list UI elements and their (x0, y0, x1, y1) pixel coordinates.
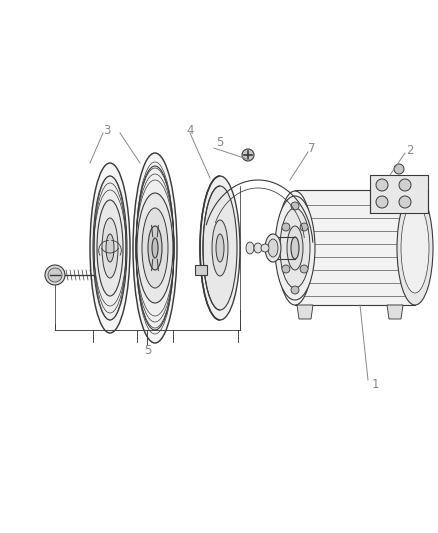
Ellipse shape (136, 166, 174, 330)
Polygon shape (387, 305, 403, 319)
Ellipse shape (291, 237, 299, 259)
Ellipse shape (280, 208, 310, 288)
Ellipse shape (106, 234, 114, 262)
Text: 7: 7 (308, 141, 316, 155)
Ellipse shape (401, 203, 429, 293)
Ellipse shape (200, 176, 240, 320)
Ellipse shape (142, 208, 168, 288)
Ellipse shape (399, 196, 411, 208)
Ellipse shape (268, 239, 278, 257)
Ellipse shape (137, 193, 173, 303)
Ellipse shape (287, 226, 303, 270)
Ellipse shape (212, 220, 228, 276)
Ellipse shape (97, 200, 123, 296)
Text: 5: 5 (144, 343, 152, 357)
Ellipse shape (133, 153, 177, 343)
Polygon shape (297, 305, 313, 319)
Text: 3: 3 (103, 124, 111, 136)
Ellipse shape (376, 179, 388, 191)
Ellipse shape (254, 243, 262, 253)
Ellipse shape (399, 179, 411, 191)
Ellipse shape (242, 149, 254, 161)
Ellipse shape (394, 164, 404, 174)
Ellipse shape (246, 242, 254, 254)
Ellipse shape (376, 196, 388, 208)
Ellipse shape (300, 265, 308, 273)
Polygon shape (195, 265, 207, 275)
Ellipse shape (397, 191, 433, 305)
Ellipse shape (203, 186, 237, 310)
Ellipse shape (90, 163, 130, 333)
Ellipse shape (45, 265, 65, 285)
Text: 4: 4 (186, 124, 194, 136)
Ellipse shape (152, 238, 158, 258)
Ellipse shape (148, 226, 162, 270)
Ellipse shape (275, 196, 315, 300)
Ellipse shape (261, 244, 269, 252)
Ellipse shape (216, 234, 224, 262)
Ellipse shape (291, 202, 299, 210)
Ellipse shape (282, 265, 290, 273)
Text: 5: 5 (216, 136, 224, 149)
Polygon shape (295, 190, 415, 305)
Polygon shape (370, 175, 428, 213)
Text: 1: 1 (371, 378, 379, 392)
Ellipse shape (93, 176, 127, 320)
Ellipse shape (300, 223, 308, 231)
Ellipse shape (282, 223, 290, 231)
Text: 2: 2 (406, 143, 414, 157)
Ellipse shape (48, 268, 62, 282)
Ellipse shape (277, 191, 313, 305)
Ellipse shape (291, 286, 299, 294)
Ellipse shape (102, 218, 118, 278)
Ellipse shape (265, 234, 281, 262)
